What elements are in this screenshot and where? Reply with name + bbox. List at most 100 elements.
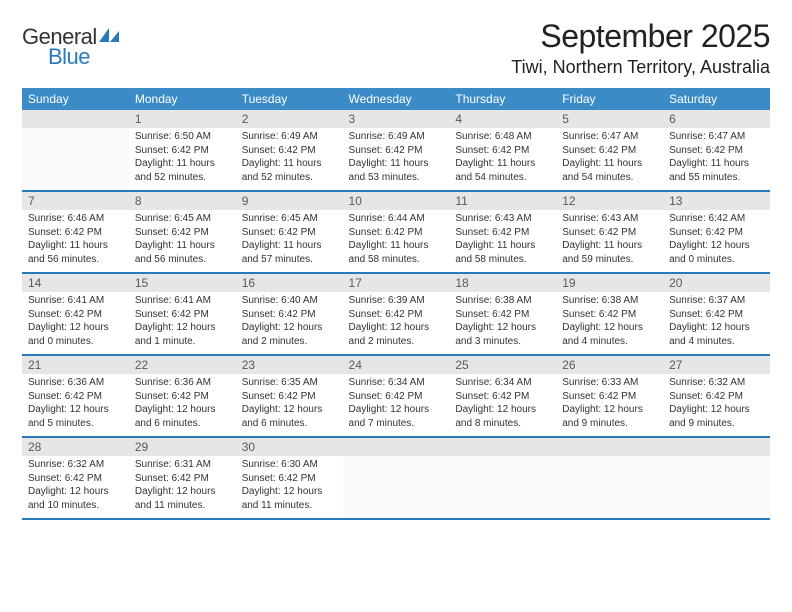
day-content-row: Sunrise: 6:36 AMSunset: 6:42 PMDaylight:… (22, 374, 770, 436)
day-content-cell: Sunrise: 6:45 AMSunset: 6:42 PMDaylight:… (129, 210, 236, 272)
day-content-cell: Sunrise: 6:50 AMSunset: 6:42 PMDaylight:… (129, 128, 236, 190)
day-number-cell: 16 (236, 273, 343, 292)
sunrise-text: Sunrise: 6:39 AM (349, 294, 444, 308)
sunset-text: Sunset: 6:42 PM (455, 226, 550, 240)
sunset-text: Sunset: 6:42 PM (562, 226, 657, 240)
sunrise-text: Sunrise: 6:45 AM (135, 212, 230, 226)
day-number-cell: 15 (129, 273, 236, 292)
day-content-cell: Sunrise: 6:38 AMSunset: 6:42 PMDaylight:… (449, 292, 556, 354)
day-content-cell: Sunrise: 6:47 AMSunset: 6:42 PMDaylight:… (556, 128, 663, 190)
day-number-cell: 2 (236, 110, 343, 128)
daylight-text: Daylight: 12 hours and 2 minutes. (349, 321, 444, 348)
day-number-cell: 24 (343, 355, 450, 374)
sunset-text: Sunset: 6:42 PM (562, 144, 657, 158)
day-content-cell: Sunrise: 6:37 AMSunset: 6:42 PMDaylight:… (663, 292, 770, 354)
day-number-cell: 12 (556, 191, 663, 210)
day-content-cell: Sunrise: 6:41 AMSunset: 6:42 PMDaylight:… (129, 292, 236, 354)
sunrise-text: Sunrise: 6:30 AM (242, 458, 337, 472)
day-content-row: Sunrise: 6:32 AMSunset: 6:42 PMDaylight:… (22, 456, 770, 518)
day-content-row: Sunrise: 6:46 AMSunset: 6:42 PMDaylight:… (22, 210, 770, 272)
daylight-text: Daylight: 11 hours and 56 minutes. (28, 239, 123, 266)
weekday-header-cell: Monday (129, 88, 236, 110)
month-title: September 2025 (511, 18, 770, 55)
sunrise-text: Sunrise: 6:31 AM (135, 458, 230, 472)
daylight-text: Daylight: 12 hours and 6 minutes. (135, 403, 230, 430)
sunset-text: Sunset: 6:42 PM (669, 144, 764, 158)
day-number-cell: 29 (129, 437, 236, 456)
day-content-cell: Sunrise: 6:31 AMSunset: 6:42 PMDaylight:… (129, 456, 236, 518)
weekday-header-cell: Sunday (22, 88, 129, 110)
weekday-header-cell: Wednesday (343, 88, 450, 110)
day-content-cell: Sunrise: 6:46 AMSunset: 6:42 PMDaylight:… (22, 210, 129, 272)
day-number-cell: 11 (449, 191, 556, 210)
day-number-cell: 17 (343, 273, 450, 292)
day-number-cell: 22 (129, 355, 236, 374)
weekday-header-cell: Tuesday (236, 88, 343, 110)
daylight-text: Daylight: 11 hours and 57 minutes. (242, 239, 337, 266)
sunset-text: Sunset: 6:42 PM (562, 390, 657, 404)
day-number-cell (556, 437, 663, 456)
weekday-header-cell: Friday (556, 88, 663, 110)
day-number-row: 78910111213 (22, 191, 770, 210)
day-number-cell: 28 (22, 437, 129, 456)
daylight-text: Daylight: 12 hours and 4 minutes. (562, 321, 657, 348)
day-content-cell: Sunrise: 6:48 AMSunset: 6:42 PMDaylight:… (449, 128, 556, 190)
sunrise-text: Sunrise: 6:49 AM (242, 130, 337, 144)
sunrise-text: Sunrise: 6:37 AM (669, 294, 764, 308)
daylight-text: Daylight: 12 hours and 6 minutes. (242, 403, 337, 430)
sunset-text: Sunset: 6:42 PM (135, 226, 230, 240)
day-content-cell: Sunrise: 6:39 AMSunset: 6:42 PMDaylight:… (343, 292, 450, 354)
daylight-text: Daylight: 12 hours and 3 minutes. (455, 321, 550, 348)
sunset-text: Sunset: 6:42 PM (669, 308, 764, 322)
daylight-text: Daylight: 12 hours and 9 minutes. (669, 403, 764, 430)
daylight-text: Daylight: 12 hours and 7 minutes. (349, 403, 444, 430)
day-content-cell (449, 456, 556, 518)
sunset-text: Sunset: 6:42 PM (349, 390, 444, 404)
day-number-cell: 20 (663, 273, 770, 292)
day-number-cell (449, 437, 556, 456)
logo: General Blue (22, 24, 121, 70)
sunrise-text: Sunrise: 6:38 AM (455, 294, 550, 308)
day-number-row: 282930 (22, 437, 770, 456)
sunset-text: Sunset: 6:42 PM (562, 308, 657, 322)
sunset-text: Sunset: 6:42 PM (669, 390, 764, 404)
day-number-cell: 7 (22, 191, 129, 210)
sunset-text: Sunset: 6:42 PM (669, 226, 764, 240)
daylight-text: Daylight: 12 hours and 2 minutes. (242, 321, 337, 348)
day-content-cell: Sunrise: 6:44 AMSunset: 6:42 PMDaylight:… (343, 210, 450, 272)
day-number-cell: 25 (449, 355, 556, 374)
day-content-row: Sunrise: 6:41 AMSunset: 6:42 PMDaylight:… (22, 292, 770, 354)
day-content-cell: Sunrise: 6:40 AMSunset: 6:42 PMDaylight:… (236, 292, 343, 354)
day-number-cell: 9 (236, 191, 343, 210)
daylight-text: Daylight: 12 hours and 5 minutes. (28, 403, 123, 430)
sail-icon (99, 24, 121, 50)
header: General Blue September 2025 Tiwi, Northe… (22, 18, 770, 78)
daylight-text: Daylight: 12 hours and 4 minutes. (669, 321, 764, 348)
daylight-text: Daylight: 11 hours and 53 minutes. (349, 157, 444, 184)
sunset-text: Sunset: 6:42 PM (242, 308, 337, 322)
day-number-cell: 6 (663, 110, 770, 128)
daylight-text: Daylight: 12 hours and 0 minutes. (28, 321, 123, 348)
day-content-cell: Sunrise: 6:30 AMSunset: 6:42 PMDaylight:… (236, 456, 343, 518)
sunset-text: Sunset: 6:42 PM (28, 472, 123, 486)
location: Tiwi, Northern Territory, Australia (511, 57, 770, 78)
daylight-text: Daylight: 11 hours and 58 minutes. (455, 239, 550, 266)
daylight-text: Daylight: 12 hours and 9 minutes. (562, 403, 657, 430)
sunrise-text: Sunrise: 6:40 AM (242, 294, 337, 308)
sunset-text: Sunset: 6:42 PM (349, 144, 444, 158)
day-number-cell: 26 (556, 355, 663, 374)
day-content-cell (22, 128, 129, 190)
sunrise-text: Sunrise: 6:34 AM (349, 376, 444, 390)
day-number-cell: 3 (343, 110, 450, 128)
daylight-text: Daylight: 11 hours and 59 minutes. (562, 239, 657, 266)
day-number-cell: 21 (22, 355, 129, 374)
sunrise-text: Sunrise: 6:33 AM (562, 376, 657, 390)
sunrise-text: Sunrise: 6:45 AM (242, 212, 337, 226)
day-content-cell: Sunrise: 6:49 AMSunset: 6:42 PMDaylight:… (343, 128, 450, 190)
day-content-cell: Sunrise: 6:33 AMSunset: 6:42 PMDaylight:… (556, 374, 663, 436)
sunrise-text: Sunrise: 6:46 AM (28, 212, 123, 226)
sunrise-text: Sunrise: 6:32 AM (28, 458, 123, 472)
day-number-cell: 10 (343, 191, 450, 210)
sunrise-text: Sunrise: 6:49 AM (349, 130, 444, 144)
day-number-row: 123456 (22, 110, 770, 128)
